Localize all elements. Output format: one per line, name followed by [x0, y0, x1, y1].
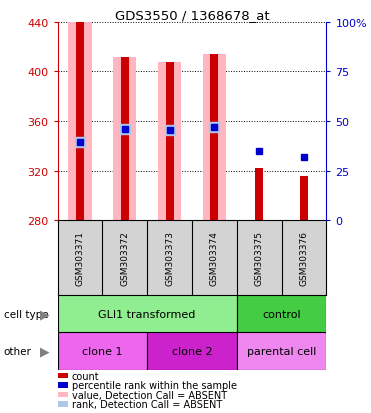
Text: cell type: cell type [4, 309, 48, 319]
Bar [121, 57, 129, 221]
Text: GSM303373: GSM303373 [165, 231, 174, 285]
Text: GSM303375: GSM303375 [255, 231, 264, 285]
Text: GSM303372: GSM303372 [120, 231, 129, 285]
Bar [58, 295, 237, 332]
Text: percentile rank within the sample: percentile rank within the sample [72, 380, 237, 390]
Text: GSM303374: GSM303374 [210, 231, 219, 285]
Text: count: count [72, 371, 99, 381]
Bar [68, 23, 92, 221]
Text: clone 1: clone 1 [82, 346, 122, 356]
Bar [300, 176, 308, 221]
Text: clone 2: clone 2 [172, 346, 212, 356]
Bar [58, 332, 147, 370]
Bar [76, 23, 84, 221]
Title: GDS3550 / 1368678_at: GDS3550 / 1368678_at [115, 9, 269, 21]
Bar [147, 332, 237, 370]
Text: GLI1 transformed: GLI1 transformed [98, 309, 196, 319]
Text: GSM303376: GSM303376 [299, 231, 309, 285]
Text: ▶: ▶ [40, 344, 50, 358]
Bar [237, 332, 326, 370]
Bar [237, 295, 326, 332]
Text: GSM303371: GSM303371 [75, 231, 85, 285]
Bar [255, 169, 263, 221]
Bar [158, 62, 181, 221]
Text: rank, Detection Call = ABSENT: rank, Detection Call = ABSENT [72, 399, 222, 409]
Bar [165, 62, 174, 221]
Text: control: control [262, 309, 301, 319]
Text: value, Detection Call = ABSENT: value, Detection Call = ABSENT [72, 390, 227, 400]
Bar [203, 55, 226, 221]
Text: ▶: ▶ [40, 307, 50, 320]
Text: other: other [4, 346, 32, 356]
Bar [113, 57, 137, 221]
Text: parental cell: parental cell [247, 346, 316, 356]
Bar [210, 55, 219, 221]
